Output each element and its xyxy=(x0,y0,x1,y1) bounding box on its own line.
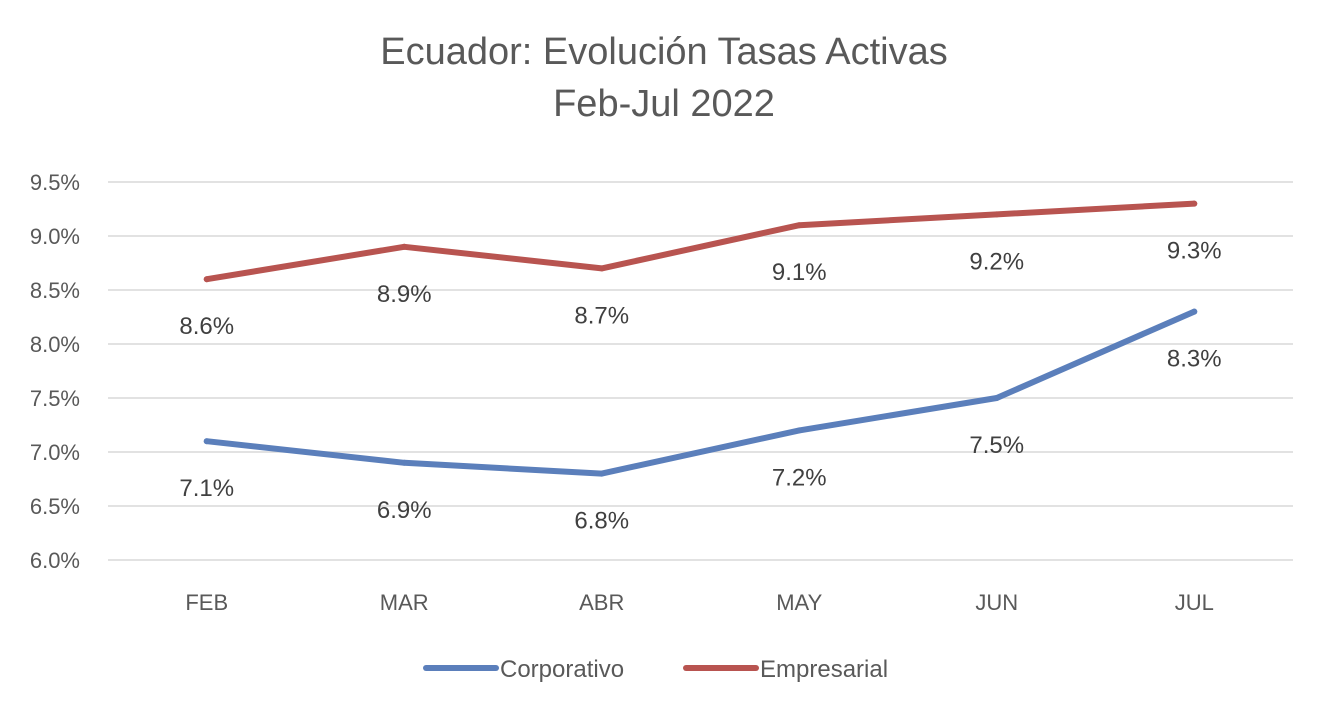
x-tick-label: FEB xyxy=(185,590,228,615)
y-tick-label: 7.0% xyxy=(30,440,80,465)
data-label-corporativo: 7.1% xyxy=(179,475,234,502)
data-label-empresarial: 9.1% xyxy=(772,259,827,286)
data-point-empresarial xyxy=(203,276,210,283)
data-label-corporativo: 8.3% xyxy=(1167,346,1222,373)
data-point-corporativo xyxy=(993,395,1000,401)
data-label-corporativo: 7.5% xyxy=(969,432,1024,459)
data-label-empresarial: 8.7% xyxy=(574,302,629,329)
data-point-empresarial xyxy=(401,243,408,250)
data-label-empresarial: 8.6% xyxy=(179,313,234,340)
y-tick-label: 7.5% xyxy=(30,386,80,411)
y-axis-ticks: 6.0% 6.5% 7.0% 7.5% 8.0% 8.5% 9.0% 9.5% xyxy=(30,170,80,573)
legend-label-corporativo: Corporativo xyxy=(500,656,624,683)
series-line-empresarial xyxy=(203,200,1198,283)
x-tick-label: ABR xyxy=(579,590,624,615)
data-point-empresarial xyxy=(598,265,605,272)
data-label-empresarial: 8.9% xyxy=(377,281,432,308)
data-label-corporativo: 6.9% xyxy=(377,497,432,524)
data-point-corporativo xyxy=(796,427,803,434)
chart-title-line-2: Feb-Jul 2022 xyxy=(553,83,775,125)
legend-label-empresarial: Empresarial xyxy=(760,656,888,683)
data-label-empresarial: 9.3% xyxy=(1167,238,1222,265)
gridlines xyxy=(108,181,1293,561)
x-tick-label: JUN xyxy=(975,590,1018,615)
x-tick-label: MAY xyxy=(776,590,822,615)
y-tick-label: 8.0% xyxy=(30,332,80,357)
data-point-empresarial xyxy=(993,211,1000,218)
y-tick-label: 9.5% xyxy=(30,170,80,195)
data-point-empresarial xyxy=(1191,200,1198,207)
y-tick-label: 6.0% xyxy=(30,548,80,573)
x-axis-ticks: FEB MAR ABR MAY JUN JUL xyxy=(185,590,1213,615)
y-tick-label: 6.5% xyxy=(30,494,80,519)
x-tick-label: MAR xyxy=(380,590,429,615)
y-tick-label: 9.0% xyxy=(30,224,80,249)
data-label-corporativo: 7.2% xyxy=(772,464,827,491)
data-point-corporativo xyxy=(598,470,605,477)
data-point-corporativo xyxy=(1191,308,1198,315)
data-point-corporativo xyxy=(203,438,210,445)
x-tick-label: JUL xyxy=(1175,590,1214,615)
data-label-corporativo: 6.8% xyxy=(574,508,629,535)
series-lines xyxy=(203,200,1198,477)
legend: Corporativo Empresarial xyxy=(423,656,888,683)
chart-title: Ecuador: Evolución Tasas Activas Feb-Jul… xyxy=(0,26,1328,130)
data-labels: 7.1% 6.9% 6.8% 7.2% 7.5% 8.3% 8.6% 8.9% 8.7% 9.1%… xyxy=(179,238,1221,535)
data-point-empresarial xyxy=(796,222,803,229)
series-line-corporativo xyxy=(203,308,1198,477)
data-label-empresarial: 9.2% xyxy=(969,248,1024,275)
y-tick-label: 8.5% xyxy=(30,278,80,303)
chart-title-line-1: Ecuador: Evolución Tasas Activas xyxy=(380,31,948,73)
data-point-corporativo xyxy=(401,459,408,466)
